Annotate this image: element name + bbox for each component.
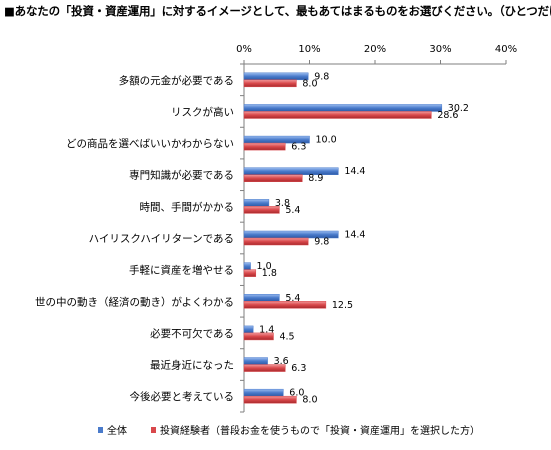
data-label: 3.6 [274, 356, 289, 367]
bar-investor [243, 206, 280, 214]
data-label: 9.8 [314, 237, 329, 248]
x-tick-label: 30% [429, 44, 451, 55]
bar-investor [243, 142, 286, 151]
data-label: 6.3 [291, 363, 306, 374]
data-label: 5.4 [285, 205, 300, 216]
category-label: リスクが高い [171, 105, 234, 118]
bar-overall [243, 167, 339, 175]
category-label: 世の中の動き（経済の動き）がよくわかる [35, 295, 234, 308]
bar-investor [243, 332, 274, 341]
bar-investor [243, 111, 432, 119]
legend-swatch [151, 427, 156, 433]
bar-investor [243, 395, 297, 404]
category-label: 専門知識が必要である [129, 169, 234, 182]
bar-investor [243, 301, 327, 309]
bar-overall [243, 294, 280, 302]
data-label: 5.4 [285, 293, 300, 304]
data-label: 1.0 [257, 261, 272, 272]
bar-overall [243, 388, 284, 397]
data-label: 28.6 [437, 110, 458, 121]
x-tick-label: 40% [495, 44, 517, 55]
bar-investor [243, 79, 297, 88]
legend-swatch [98, 427, 103, 433]
bar-overall [243, 262, 251, 270]
x-tick-label: 20% [364, 44, 386, 55]
data-label: 9.8 [314, 71, 329, 82]
data-label: 1.8 [262, 268, 277, 279]
data-label: 3.8 [275, 198, 290, 209]
data-label: 10.0 [316, 135, 337, 146]
data-label: 8.9 [308, 173, 323, 184]
data-label: 1.4 [259, 324, 274, 335]
data-label: 8.0 [302, 78, 317, 89]
category-label: 手軽に資産を増やせる [129, 264, 234, 277]
data-label: 8.0 [302, 395, 317, 406]
category-label: 最近身近になった [150, 359, 234, 372]
chart-title: ■あなたの「投資・資産運用」に対するイメージとして、最もあてはまるものをお選びく… [4, 4, 551, 18]
bar-overall [243, 199, 270, 207]
bar-investor [243, 269, 257, 277]
category-label: 時間、手間がかかる [140, 200, 235, 213]
data-label: 6.0 [289, 388, 304, 399]
category-label: どの商品を選べばいいかわからない [66, 137, 234, 150]
data-label: 30.2 [448, 103, 469, 114]
data-label: 14.4 [344, 166, 365, 177]
data-label: 12.5 [332, 300, 353, 311]
category-label: ハイリスクハイリターンである [89, 233, 234, 245]
bar-overall [243, 104, 443, 112]
data-label: 4.5 [279, 331, 294, 342]
bar-investor [243, 174, 303, 182]
bar-overall [243, 325, 254, 334]
category-label: 多額の元金が必要である [119, 74, 234, 87]
bar-investor [243, 364, 286, 372]
bar-overall [243, 72, 309, 81]
bar-investor [243, 237, 309, 246]
x-tick-label: 10% [298, 44, 320, 55]
category-label: 必要不可欠である [150, 327, 234, 340]
legend-label: 投資経験者（普段お金を使うもので「投資・資産運用」を選択した方） [160, 424, 480, 437]
data-label: 6.3 [291, 142, 306, 153]
bar-overall [243, 357, 268, 365]
data-label: 14.4 [344, 230, 365, 241]
legend-label: 全体 [107, 424, 127, 437]
category-label: 今後必要と考えている [130, 390, 234, 403]
x-tick-label: 0% [236, 44, 252, 55]
